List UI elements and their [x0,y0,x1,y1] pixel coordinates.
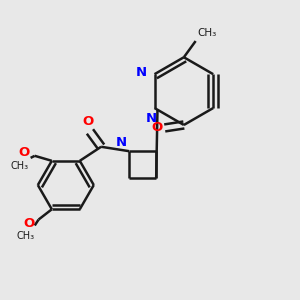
Text: CH₃: CH₃ [11,161,29,171]
Text: CH₃: CH₃ [197,28,216,38]
Text: O: O [151,122,162,134]
Text: CH₃: CH₃ [16,231,34,241]
Text: O: O [83,115,94,128]
Text: N: N [116,136,127,149]
Text: N: N [146,112,157,125]
Text: N: N [136,66,147,79]
Text: O: O [19,146,30,159]
Text: O: O [23,217,35,230]
